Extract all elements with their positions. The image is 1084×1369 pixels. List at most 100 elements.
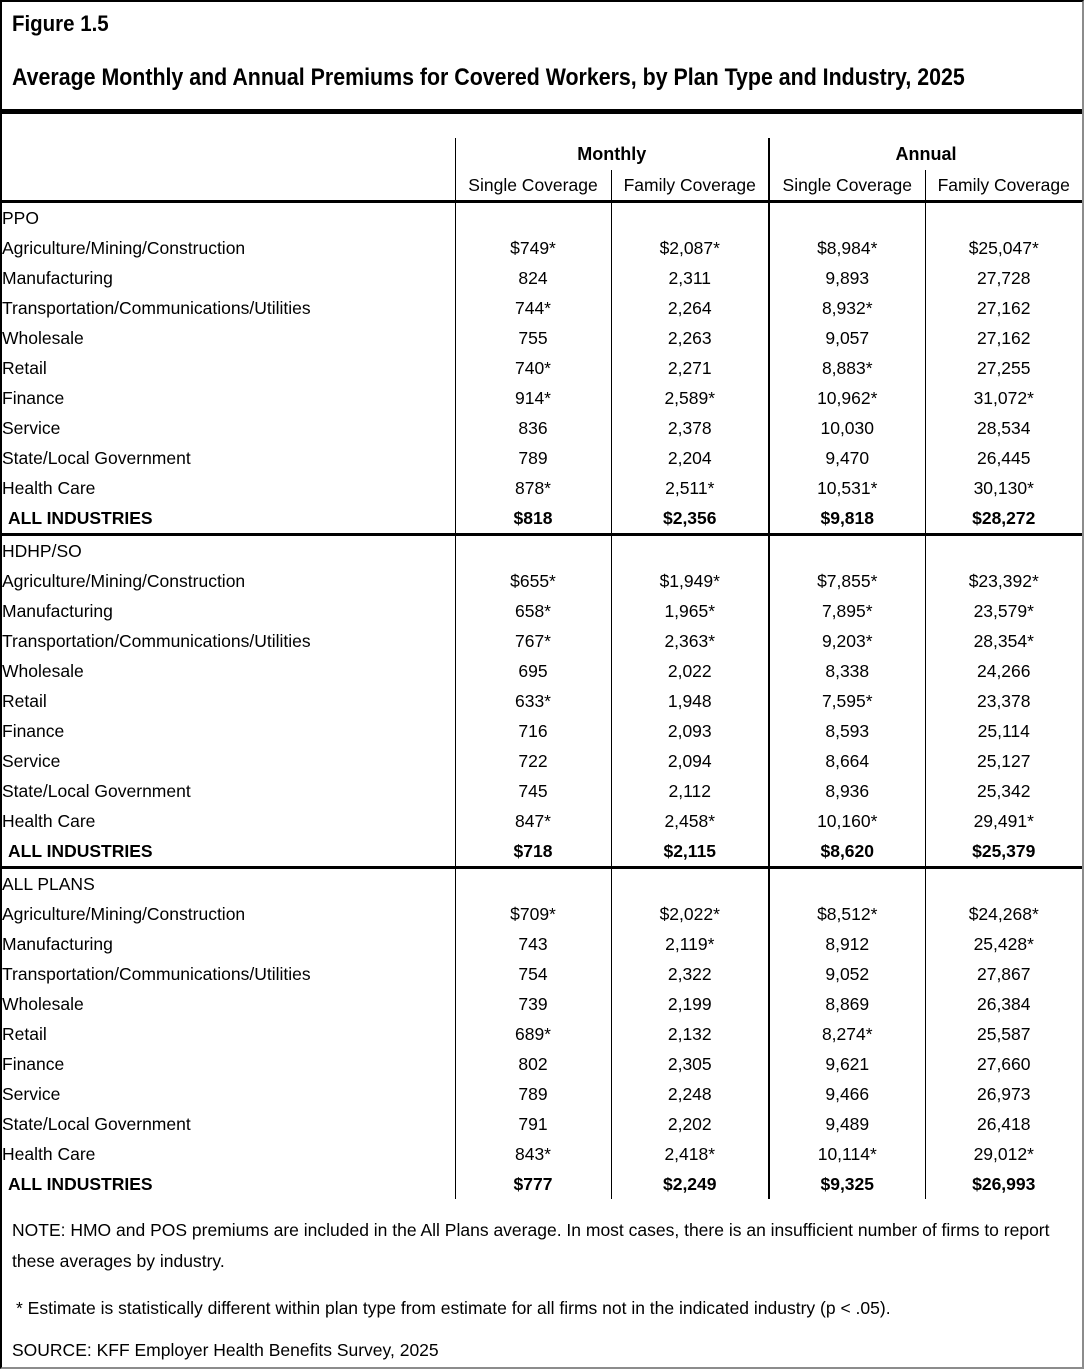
value-cell: 2,248 <box>610 1079 769 1109</box>
value-cell: $777 <box>454 1169 611 1199</box>
value-cell: 2,204 <box>610 443 769 473</box>
table-row: Finance 914* 2,589* 10,962* 31,072* <box>2 383 1082 413</box>
table-row: State/Local Government 791 2,202 9,489 26,41… <box>2 1109 1082 1139</box>
table-row: Finance 802 2,305 9,621 27,660 <box>2 1049 1082 1079</box>
all-industries-row: ALL INDUSTRIES $777 $2,249 $9,325 $26,993 <box>2 1169 1082 1199</box>
value-cell: 8,338 <box>768 656 925 686</box>
column-header-annual-family: Family Coverage <box>924 170 1082 203</box>
section-header-row: ALL PLANS <box>2 867 1082 899</box>
all-industries-row: ALL INDUSTRIES $818 $2,356 $9,818 $28,272 <box>2 503 1082 536</box>
table-row: Retail 740* 2,271 8,883* 27,255 <box>2 353 1082 383</box>
value-cell: 27,255 <box>924 353 1082 383</box>
value-cell: 739 <box>454 989 611 1019</box>
value-cell: $24,268* <box>924 899 1082 929</box>
value-cell: 914* <box>454 383 611 413</box>
table-row: Retail 689* 2,132 8,274* 25,587 <box>2 1019 1082 1049</box>
value-cell: 29,491* <box>924 806 1082 836</box>
value-cell: $749* <box>454 233 611 263</box>
industry-label: Agriculture/Mining/Construction <box>2 237 246 258</box>
value-cell: 8,664 <box>768 746 925 776</box>
table-row: Transportation/Communications/Utilities 7… <box>2 959 1082 989</box>
value-cell: 878* <box>454 473 611 503</box>
value-cell: 2,199 <box>610 989 769 1019</box>
value-cell: 658* <box>454 596 611 626</box>
value-cell: $28,272 <box>924 503 1082 536</box>
industry-label: Manufacturing <box>2 600 113 621</box>
industry-label: State/Local Government <box>2 1113 191 1134</box>
value-cell: 10,160* <box>768 806 925 836</box>
industry-label: Manufacturing <box>2 267 113 288</box>
empty-cell <box>768 201 925 233</box>
column-header-monthly-family: Family Coverage <box>610 170 769 203</box>
value-cell: 8,593 <box>768 716 925 746</box>
value-cell: 836 <box>454 413 611 443</box>
industry-label: Wholesale <box>2 993 84 1014</box>
table-body: PPO Agriculture/Mining/Construction $749* $… <box>2 201 1082 1199</box>
value-cell: 10,962* <box>768 383 925 413</box>
value-cell: 2,119* <box>610 929 769 959</box>
value-cell: 10,114* <box>768 1139 925 1169</box>
value-cell: 9,893 <box>768 263 925 293</box>
title-divider <box>2 109 1082 114</box>
industry-label: Transportation/Communications/Utilities <box>2 297 311 318</box>
value-cell: 9,203* <box>768 626 925 656</box>
value-cell: 2,418* <box>610 1139 769 1169</box>
value-cell: 2,271 <box>610 353 769 383</box>
value-cell: 25,587 <box>924 1019 1082 1049</box>
table-row: Retail 633* 1,948 7,595* 23,378 <box>2 686 1082 716</box>
table-row: Manufacturing 824 2,311 9,893 27,728 <box>2 263 1082 293</box>
value-cell: 2,093 <box>610 716 769 746</box>
source-text: SOURCE: KFF Employer Health Benefits Sur… <box>12 1340 439 1360</box>
value-cell: $818 <box>454 503 611 536</box>
column-header-row: Single Coverage Family Coverage Single C… <box>2 170 1082 203</box>
value-cell: 27,162 <box>924 293 1082 323</box>
industry-label: Health Care <box>2 810 96 831</box>
value-cell: 689* <box>454 1019 611 1049</box>
table-row: State/Local Government 789 2,204 9,470 26,44… <box>2 443 1082 473</box>
value-cell: 2,363* <box>610 626 769 656</box>
all-industries-label: ALL INDUSTRIES <box>8 1173 153 1194</box>
value-cell: 25,127 <box>924 746 1082 776</box>
value-cell: $2,249 <box>610 1169 769 1199</box>
empty-cell <box>924 201 1082 233</box>
industry-label: Retail <box>2 357 47 378</box>
value-cell: 26,973 <box>924 1079 1082 1109</box>
value-cell: 9,466 <box>768 1079 925 1109</box>
value-cell: 695 <box>454 656 611 686</box>
header-stub-cell <box>2 170 455 203</box>
value-cell: 7,595* <box>768 686 925 716</box>
value-cell: 9,489 <box>768 1109 925 1139</box>
value-cell: $9,818 <box>768 503 925 536</box>
value-cell: $709* <box>454 899 611 929</box>
table-row: Wholesale 739 2,199 8,869 26,384 <box>2 989 1082 1019</box>
table-row: Agriculture/Mining/Construction $749* $2,0… <box>2 233 1082 263</box>
value-cell: 722 <box>454 746 611 776</box>
value-cell: 25,342 <box>924 776 1082 806</box>
value-cell: 8,932* <box>768 293 925 323</box>
value-cell: 2,202 <box>610 1109 769 1139</box>
table-row: Wholesale 695 2,022 8,338 24,266 <box>2 656 1082 686</box>
industry-label: Agriculture/Mining/Construction <box>2 903 246 924</box>
industry-label: Agriculture/Mining/Construction <box>2 570 246 591</box>
value-cell: 789 <box>454 443 611 473</box>
value-cell: 23,579* <box>924 596 1082 626</box>
value-cell: $8,620 <box>768 836 925 869</box>
value-cell: 23,378 <box>924 686 1082 716</box>
value-cell: $7,855* <box>768 566 925 596</box>
empty-cell <box>610 534 769 566</box>
value-cell: 1,948 <box>610 686 769 716</box>
industry-label: Wholesale <box>2 327 84 348</box>
value-cell: 824 <box>454 263 611 293</box>
value-cell: $1,949* <box>610 566 769 596</box>
industry-label: Finance <box>2 387 65 408</box>
figure-title: Average Monthly and Annual Premiums for … <box>12 64 965 91</box>
value-cell: 2,589* <box>610 383 769 413</box>
value-cell: 743 <box>454 929 611 959</box>
value-cell: 29,012* <box>924 1139 1082 1169</box>
value-cell: 2,322 <box>610 959 769 989</box>
industry-label: Service <box>2 417 61 438</box>
value-cell: $655* <box>454 566 611 596</box>
empty-cell <box>454 534 611 566</box>
value-cell: $8,984* <box>768 233 925 263</box>
